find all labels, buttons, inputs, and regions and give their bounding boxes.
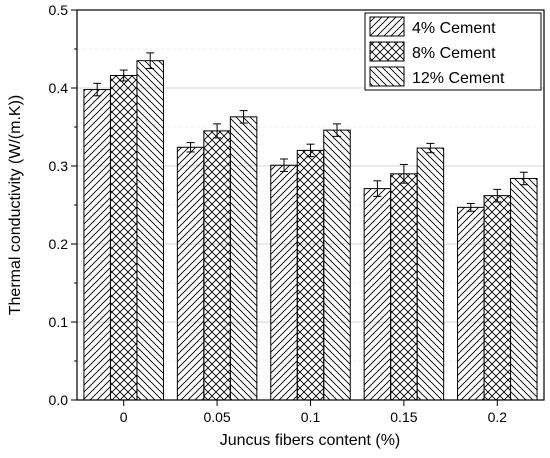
legend-swatch	[369, 41, 405, 62]
y-axis: 0.0 0.1 0.2 0.3 0.4 0.5	[49, 2, 77, 408]
x-tick-label: 0.15	[390, 409, 417, 425]
bars	[83, 60, 538, 401]
bar	[270, 164, 298, 401]
y-tick-label: 0.5	[49, 2, 69, 18]
bar	[457, 206, 485, 401]
x-tick-label: 0.1	[301, 409, 321, 425]
legend-entry: 12% Cement	[412, 70, 505, 87]
legend-swatch	[369, 16, 405, 37]
bar	[323, 129, 351, 401]
bar	[229, 116, 258, 401]
bar	[176, 146, 205, 401]
bar	[483, 195, 512, 401]
legend-swatch	[369, 66, 405, 87]
bar	[416, 147, 445, 401]
y-tick-label: 0.3	[49, 158, 69, 174]
bar	[510, 177, 538, 401]
legend: 4% Cement 8% Cement 12% Cement	[364, 12, 542, 91]
bar	[203, 130, 231, 401]
x-axis-label: Juncus fibers content (%)	[220, 432, 401, 449]
y-tick-label: 0.2	[49, 236, 69, 252]
bar	[390, 173, 418, 401]
bar	[109, 75, 138, 401]
y-axis-label: Thermal conductivity (W/(m.K))	[7, 95, 24, 315]
bar	[136, 60, 164, 401]
x-tick-label: 0.05	[203, 409, 230, 425]
x-tick-label: 0.2	[488, 409, 508, 425]
y-tick-label: 0.0	[49, 392, 69, 408]
bar	[296, 149, 325, 401]
bar	[363, 188, 392, 401]
y-tick-label: 0.1	[49, 314, 69, 330]
x-axis: 0 0.05 0.1 0.15 0.2	[120, 400, 507, 425]
legend-entry: 4% Cement	[412, 20, 496, 37]
x-tick-label: 0	[120, 409, 128, 425]
error-bars	[93, 52, 528, 212]
y-tick-label: 0.4	[49, 80, 69, 96]
bar	[83, 89, 111, 401]
legend-entry: 8% Cement	[412, 45, 496, 62]
